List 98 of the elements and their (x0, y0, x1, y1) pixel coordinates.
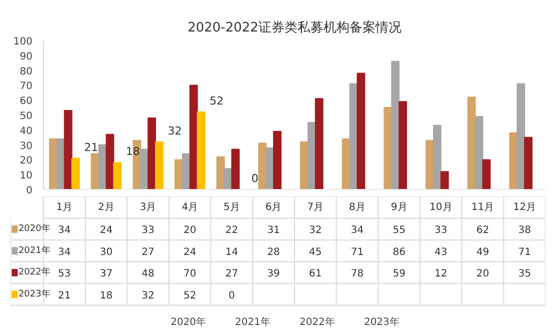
data-label: 71 (350, 246, 364, 258)
x-tick-label: 5月 (224, 202, 240, 213)
bar (64, 110, 72, 190)
data-label: 27 (225, 268, 238, 280)
bar (356, 72, 366, 190)
bar (516, 83, 526, 190)
data-label: 32 (142, 290, 154, 302)
bar (398, 101, 408, 190)
y-tick-label: 70 (20, 81, 33, 92)
data-label: 49 (476, 246, 490, 258)
x-tick-label: 7月 (307, 202, 324, 213)
data-label: 24 (100, 225, 113, 236)
x-tick-label: 9月 (390, 202, 408, 213)
bar (71, 158, 80, 190)
legend-label: 2023年 (18, 288, 50, 300)
bar (432, 124, 442, 190)
legend-label: 2021年 (18, 244, 50, 256)
data-label: 48 (142, 268, 154, 280)
annotation: 52 (210, 94, 224, 108)
data-label: 0 (228, 290, 235, 302)
data-label: 78 (350, 268, 364, 280)
data-label: 14 (225, 246, 238, 258)
x-tick-label: 10月 (430, 202, 452, 213)
bar (148, 117, 156, 190)
bar (482, 159, 491, 190)
text: 2022年 (300, 317, 335, 328)
annotation: 21 (84, 140, 98, 154)
chart-title: 2020-2022证券类私募机构备案情况 (188, 20, 402, 36)
bar (231, 148, 240, 190)
data-label: 34 (350, 225, 364, 236)
text: 2023年 (364, 317, 400, 328)
bar (155, 141, 164, 190)
y-tick-label: 90 (20, 51, 33, 62)
data-label: 33 (142, 225, 154, 236)
y-tick-label: 100 (13, 36, 33, 48)
y-tick-label: 80 (20, 66, 33, 78)
data-label: 39 (267, 268, 280, 280)
y-tick-label: 20 (20, 156, 33, 167)
x-tick-label: 3月 (140, 202, 156, 213)
data-label: 38 (518, 225, 531, 236)
data-label: 33 (434, 225, 448, 236)
data-label: 59 (392, 268, 406, 280)
bar (113, 162, 122, 190)
data-label: 34 (58, 246, 71, 258)
data-label: 37 (100, 268, 113, 280)
data-label: 52 (184, 290, 196, 302)
y-tick-label: 50 (20, 111, 33, 122)
y-tick-label: 10 (20, 170, 33, 182)
data-label: 27 (142, 246, 154, 258)
text: 2020年 (170, 317, 206, 328)
data-label: 34 (58, 225, 71, 236)
bar (314, 98, 324, 190)
data-label: 24 (184, 246, 196, 258)
data-label: 86 (392, 246, 406, 258)
data-label: 61 (309, 268, 322, 280)
y-tick-label: 30 (20, 140, 33, 152)
bar (440, 171, 449, 190)
data-label: 70 (184, 268, 196, 280)
bar (524, 136, 533, 190)
data-label: 45 (309, 246, 322, 258)
bar (391, 60, 400, 190)
x-tick-label: 4月 (182, 202, 198, 213)
data-label: 18 (100, 290, 113, 302)
data-label: 31 (267, 225, 280, 236)
y-tick-label: 60 (20, 96, 33, 108)
x-tick-label: 2月 (98, 202, 114, 213)
bar (467, 96, 476, 190)
y-tick-label: 0 (26, 186, 33, 196)
annotation: 0 (251, 172, 258, 186)
bar (196, 112, 206, 190)
data-label: 55 (392, 225, 406, 236)
x-tick-label: 8月 (349, 202, 366, 213)
x-tick-label: 6月 (265, 202, 282, 213)
text: 2021年 (235, 317, 270, 328)
y-tick-label: 40 (20, 126, 33, 137)
legend-label: 2020年 (18, 223, 50, 234)
data-label: 28 (267, 246, 280, 258)
data-label: 20 (184, 225, 196, 236)
data-label: 30 (100, 246, 113, 258)
x-tick-label: 12月 (513, 202, 536, 213)
bar (273, 130, 282, 190)
x-tick-label: 1月 (56, 202, 73, 213)
data-label: 62 (476, 225, 490, 236)
data-label: 43 (434, 246, 448, 258)
bar (189, 84, 198, 190)
data-label: 20 (476, 268, 490, 280)
data-label: 32 (309, 225, 322, 236)
data-label: 21 (58, 290, 71, 302)
bar (474, 116, 484, 190)
data-label: 22 (225, 225, 238, 236)
annotation: 32 (168, 124, 182, 138)
data-label: 35 (518, 268, 531, 280)
legend-label: 2022年 (18, 266, 50, 278)
bar (216, 156, 225, 190)
data-label: 53 (58, 268, 71, 280)
data-label: 71 (518, 246, 531, 258)
x-tick-label: 11月 (471, 202, 494, 213)
data-label: 12 (434, 268, 448, 280)
